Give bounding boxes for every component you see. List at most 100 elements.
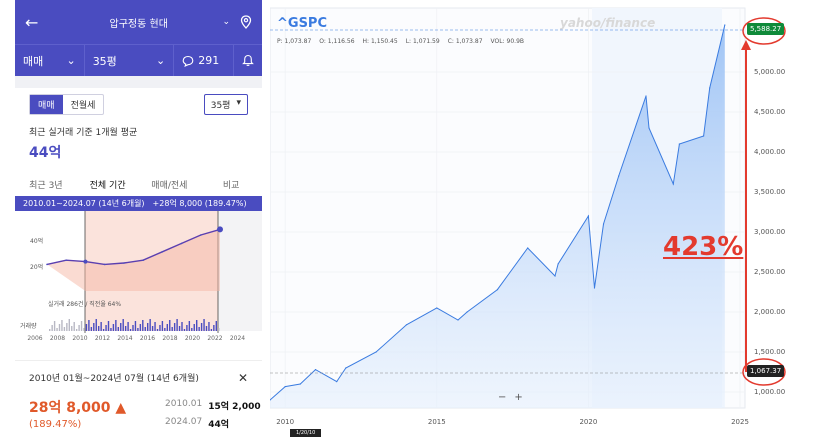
volume-bar: [63, 327, 66, 331]
back-arrow-icon[interactable]: ←: [25, 12, 39, 32]
price-point: [645, 95, 647, 97]
price-point: [217, 226, 223, 233]
yahoo-finance-watermark: yahoo/finance: [560, 16, 656, 30]
y-tick-label: 3,000.00: [754, 228, 785, 236]
price-point: [703, 135, 705, 137]
volume-bar: [178, 326, 181, 331]
summary-start-row: 2010.01 15억 2,000: [165, 399, 261, 412]
volume-bar: [164, 328, 166, 331]
tab-compare[interactable]: 비교: [222, 181, 240, 191]
price-caption: 최근 실거래 기준 1개월 평균: [29, 128, 138, 138]
x-tick-label: 2018: [162, 335, 177, 341]
summary-period: 2010년 01월~2024년 07월 (14년 6개월): [29, 374, 199, 384]
y-tick-label: 4,500.00: [754, 108, 785, 116]
x-tick-label: 2016: [140, 335, 155, 341]
ohlc-open: O: 1,116.56: [319, 38, 355, 45]
current-price-badge: 5,588.27: [747, 23, 785, 35]
period-summary-card: 2010년 01월~2024년 07월 (14년 6개월) ✕ 28억 8,00…: [15, 360, 262, 444]
chevron-down-icon[interactable]: ⌄: [222, 17, 230, 27]
x-axis-ticks: 2006 2008 2010 2012 2014 2016 2018 2020 2022 2024: [27, 335, 245, 341]
bell-icon: [242, 54, 254, 66]
segment-sale[interactable]: 매매: [30, 95, 63, 114]
x-tick-label: 2025: [731, 418, 749, 426]
volume-bar: [142, 320, 144, 331]
start-price-highlight: [742, 358, 786, 386]
ohlc-close: C: 1,073.87: [447, 38, 483, 45]
average-price: 44억: [29, 145, 62, 161]
volume-bar: [100, 322, 102, 331]
x-tick-label: 2010: [276, 418, 294, 426]
triangle-down-icon: ▾: [236, 98, 241, 108]
size-dropdown[interactable]: 35평 ▾: [203, 94, 248, 115]
volume-bar: [137, 328, 139, 331]
volume-bar: [73, 322, 75, 331]
comment-bubble-icon: [182, 55, 194, 67]
volume-bar: [215, 321, 217, 331]
y-tick-label: 1,000.00: [754, 388, 785, 396]
x-tick-label: 2010: [72, 335, 87, 341]
price-point: [672, 183, 674, 185]
notification-button[interactable]: [234, 45, 262, 76]
y-tick-label: 5,000.00: [754, 68, 785, 76]
zoom-out-button[interactable]: −: [498, 392, 507, 403]
summary-end-row: 2024.07 44억: [165, 417, 229, 430]
y-tick-label: 1,500.00: [754, 348, 785, 356]
location-pin-icon[interactable]: [240, 15, 252, 29]
price-point: [527, 247, 529, 249]
close-icon[interactable]: ✕: [237, 371, 248, 385]
start-price: 15억 2,000: [208, 402, 261, 412]
volume-bar: [122, 319, 124, 331]
section-separator: [15, 76, 262, 88]
volume-bar: [166, 324, 168, 331]
zoom-in-button[interactable]: +: [514, 392, 523, 403]
real-estate-app-panel: ← 압구정동 현대 ⌄ 매매 ⌄ 35평 ⌄ 291: [15, 0, 262, 444]
price-point: [284, 386, 286, 388]
deal-type-select[interactable]: 매매 ⌄: [15, 45, 85, 76]
y-tick-label: 2,000.00: [754, 308, 785, 316]
volume-bar: [154, 322, 156, 331]
size-filter-label: 35평: [92, 54, 117, 68]
yahoo-finance-chart-panel: 1,000.00 1,500.00 2,000.00 2,500.00 3,000.00…: [270, 0, 790, 444]
comments-button[interactable]: 291: [174, 45, 234, 76]
apartment-price-chart[interactable]: 2006 2008 2010 2012 2014 2016 2018 2020 2022 2024: [15, 211, 262, 341]
volume-bar: [127, 322, 129, 331]
x-tick-label: 2008: [50, 335, 65, 341]
price-point: [65, 259, 68, 261]
tab-all-period[interactable]: 전체 기간: [76, 172, 139, 199]
app-header: ← 압구정동 현대 ⌄: [15, 0, 262, 44]
apartment-title[interactable]: 압구정동 현대: [109, 18, 168, 30]
price-point: [618, 175, 620, 177]
volume-bar: [139, 324, 142, 331]
volume-bar: [134, 321, 137, 331]
x-axis-ticks: 2010 2015 2020 2025: [276, 418, 749, 426]
volume-bar: [124, 326, 127, 331]
price-point: [103, 263, 106, 266]
summary-change: 28억 8,000 ▲: [29, 400, 127, 416]
volume-bar: [188, 321, 191, 331]
volume-bar: [102, 329, 105, 331]
growth-arrow-head: [741, 40, 751, 50]
volume-bar: [78, 325, 80, 331]
y-tick-label: 3,500.00: [754, 188, 785, 196]
chevron-down-icon: ⌄: [156, 54, 166, 67]
tab-recent-3y[interactable]: 최근 3년: [29, 181, 63, 191]
start-date: 2010.01: [165, 399, 203, 409]
price-line: [46, 228, 221, 266]
volume-bar: [186, 325, 188, 331]
sp500-chart[interactable]: 1,000.00 1,500.00 2,000.00 2,500.00 3,000.00…: [270, 0, 790, 444]
range-change: +28억 8,000 (189.47%): [152, 199, 247, 208]
volume-bar: [159, 325, 161, 331]
comment-count: 291: [198, 54, 220, 67]
volume-bar: [149, 319, 151, 331]
volume-bar: [156, 329, 159, 331]
x-tick-label: 2006: [27, 335, 42, 341]
volume-bar: [198, 327, 200, 331]
volume-bar: [88, 320, 90, 331]
volume-bar: [80, 321, 83, 331]
tab-sale-vs-rent[interactable]: 매매/전세: [151, 181, 188, 191]
start-price-badge: 1,067.37: [747, 365, 785, 377]
size-filter-select[interactable]: 35평 ⌄: [85, 45, 175, 76]
ohlc-volume: VOL: 90.9B: [490, 38, 525, 45]
segment-rent[interactable]: 전월세: [70, 101, 96, 111]
volume-bar: [144, 327, 146, 331]
